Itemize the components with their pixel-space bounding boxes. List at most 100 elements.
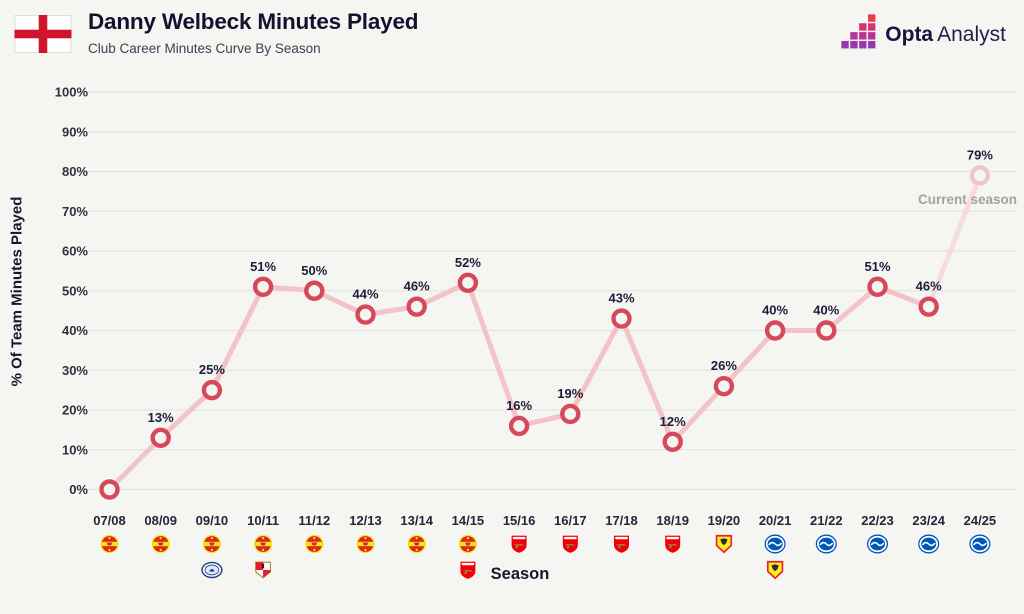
club-logo-arsenal: [613, 534, 630, 554]
data-label-19/20: 26%: [711, 358, 737, 373]
data-point-18/19: [662, 431, 683, 452]
club-logo-man-utd: [202, 534, 222, 554]
club-logo-man-utd: [100, 534, 119, 554]
club-logo-arsenal: [562, 534, 579, 554]
y-tick-label: 50%: [62, 283, 88, 298]
data-point-11/12: [304, 280, 325, 301]
y-tick-label: 30%: [62, 363, 88, 378]
x-tick-label: 22/23: [861, 513, 894, 528]
y-tick-label: 0%: [69, 482, 88, 497]
y-axis-title-text: % Of Team Minutes Played: [8, 196, 26, 386]
data-label-16/17: 19%: [557, 386, 583, 401]
brand-name: Opta Analyst: [885, 23, 1006, 47]
data-point-09/10: [201, 379, 223, 401]
opta-mark-icon: [841, 14, 878, 56]
x-tick-label: 24/25: [964, 513, 997, 528]
data-point-22/23: [867, 276, 888, 297]
club-logo-brighton: [815, 534, 837, 554]
data-point-07/08: [99, 479, 120, 500]
data-label-20/21: 40%: [762, 303, 788, 318]
club-logo-man-utd: [151, 534, 170, 554]
data-point-14/15: [457, 272, 479, 293]
club-logo-man-utd: [356, 534, 375, 554]
brand-name-light: Analyst: [937, 23, 1006, 46]
club-logo-brighton: [918, 534, 940, 554]
data-label-09/10: 25%: [199, 362, 225, 377]
page-title: Danny Welbeck Minutes Played: [88, 9, 419, 34]
data-point-13/14: [406, 296, 427, 317]
y-tick-label: 60%: [62, 244, 88, 259]
x-tick-label: 14/15: [452, 513, 485, 528]
x-tick-label: 23/24: [912, 513, 945, 528]
page-subtitle: Club Career Minutes Curve By Season: [88, 41, 321, 56]
data-label-23/24: 46%: [916, 279, 942, 294]
y-tick-label: 10%: [62, 442, 88, 457]
club-logo-man-utd: [458, 534, 478, 554]
club-logo-man-utd: [407, 534, 426, 554]
data-point-15/16: [508, 415, 530, 437]
x-tick-label: 15/16: [503, 513, 536, 528]
y-tick-label: 90%: [62, 124, 88, 139]
data-point-23/24: [918, 296, 939, 317]
club-logo-watford: [766, 560, 784, 580]
data-label-24/25: 79%: [967, 147, 993, 162]
club-logo-man-utd: [305, 534, 324, 554]
data-point-20/21: [764, 320, 786, 341]
data-label-22/23: 51%: [864, 259, 890, 274]
opta-analyst-logo: Opta Analyst: [841, 14, 1006, 56]
x-tick-label: 21/22: [810, 513, 843, 528]
data-label-14/15: 52%: [455, 255, 481, 270]
x-tick-label: 18/19: [656, 513, 689, 528]
data-point-12/13: [355, 304, 376, 325]
y-tick-label: 80%: [62, 164, 88, 179]
data-label-17/18: 43%: [608, 291, 634, 306]
club-logo-brighton: [866, 534, 889, 554]
minutes-line-current: [926, 172, 983, 310]
x-tick-label: 12/13: [349, 513, 382, 528]
x-tick-label: 11/12: [298, 513, 330, 528]
club-logo-arsenal: [510, 534, 528, 554]
data-point-24/25: [969, 165, 991, 186]
current-season-annotation: Current season: [917, 192, 1017, 207]
x-tick-label: 19/20: [708, 513, 741, 528]
club-logo-brighton: [969, 534, 991, 554]
data-point-10/11: [252, 276, 274, 297]
club-logo-arsenal: [664, 534, 681, 554]
data-label-11/12: 50%: [301, 263, 327, 278]
x-tick-label: 20/21: [759, 513, 792, 528]
data-label-10/11: 51%: [250, 259, 276, 274]
y-tick-label: 100%: [55, 85, 89, 100]
x-tick-label: 16/17: [554, 513, 587, 528]
data-point-16/17: [560, 403, 581, 425]
y-tick-label: 40%: [62, 323, 88, 338]
x-tick-label: 10/11: [247, 513, 279, 528]
data-point-19/20: [713, 375, 735, 397]
club-logo-sunderland: [255, 561, 271, 579]
data-label-12/13: 44%: [352, 287, 378, 302]
data-label-21/22: 40%: [813, 303, 839, 318]
data-point-08/09: [150, 427, 171, 449]
club-logo-man-utd: [253, 534, 273, 554]
x-tick-label: 17/18: [605, 513, 638, 528]
data-point-17/18: [611, 308, 632, 329]
x-tick-label: 08/09: [144, 513, 177, 528]
club-logo-brighton: [764, 534, 786, 554]
x-axis-title: Season: [490, 565, 550, 583]
x-tick-label: 13/14: [400, 513, 433, 528]
minutes-line: [107, 280, 932, 492]
club-logo-preston: [201, 561, 223, 579]
brand-name-bold: Opta: [885, 23, 934, 46]
x-tick-label: 07/08: [93, 513, 126, 528]
y-tick-label: 70%: [62, 204, 88, 219]
data-point-21/22: [816, 320, 837, 341]
y-tick-label: 20%: [62, 403, 88, 418]
data-label-18/19: 12%: [660, 414, 686, 429]
y-axis-title: % Of Team Minutes Played: [2, 92, 32, 490]
club-logo-watford: [715, 534, 733, 554]
data-label-08/09: 13%: [148, 410, 174, 425]
x-tick-label: 09/10: [196, 513, 229, 528]
england-flag-icon: [14, 15, 72, 53]
data-label-13/14: 46%: [404, 279, 430, 294]
